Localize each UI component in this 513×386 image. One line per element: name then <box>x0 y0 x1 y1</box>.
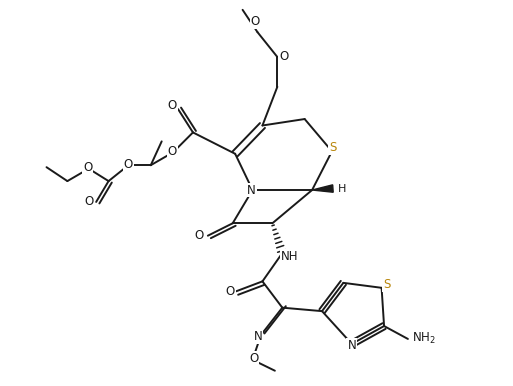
Text: O: O <box>84 195 93 208</box>
Text: S: S <box>383 278 390 291</box>
Text: N: N <box>253 330 262 344</box>
Text: H: H <box>338 183 346 193</box>
Text: N: N <box>247 183 256 196</box>
Text: O: O <box>226 285 235 298</box>
Text: S: S <box>329 141 337 154</box>
Text: NH: NH <box>281 249 298 262</box>
Text: O: O <box>167 99 177 112</box>
Text: O: O <box>83 161 92 174</box>
Text: O: O <box>250 15 260 28</box>
Polygon shape <box>312 185 333 192</box>
Text: N: N <box>347 339 356 352</box>
Text: O: O <box>124 158 133 171</box>
Text: O: O <box>194 229 204 242</box>
Text: NH$_2$: NH$_2$ <box>412 332 436 347</box>
Text: O: O <box>279 51 288 63</box>
Text: O: O <box>249 352 258 365</box>
Text: O: O <box>167 145 177 158</box>
